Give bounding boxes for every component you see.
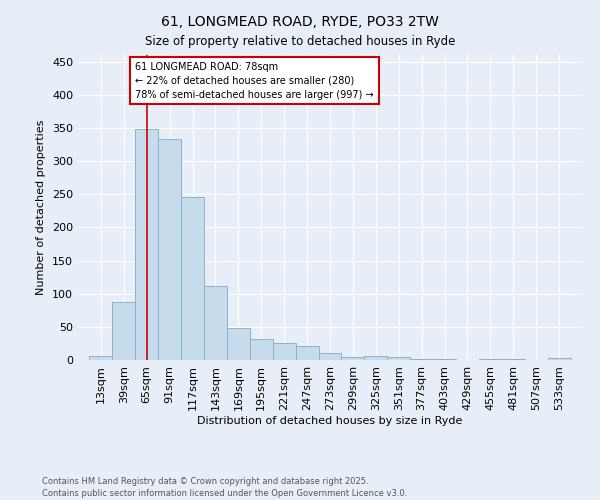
Text: Size of property relative to detached houses in Ryde: Size of property relative to detached ho… [145, 35, 455, 48]
Bar [364, 356, 387, 360]
Text: 61 LONGMEAD ROAD: 78sqm
← 22% of detached houses are smaller (280)
78% of semi-d: 61 LONGMEAD ROAD: 78sqm ← 22% of detache… [135, 62, 374, 100]
Text: Contains HM Land Registry data © Crown copyright and database right 2025.
Contai: Contains HM Land Registry data © Crown c… [42, 476, 407, 498]
Bar [387, 358, 410, 360]
Bar [296, 346, 319, 360]
Bar [548, 358, 571, 360]
Bar [204, 286, 227, 360]
Bar [227, 328, 250, 360]
Y-axis label: Number of detached properties: Number of detached properties [37, 120, 46, 295]
Bar [319, 354, 341, 360]
Bar [135, 128, 158, 360]
Bar [273, 344, 296, 360]
Bar [341, 356, 364, 360]
Bar [250, 339, 273, 360]
X-axis label: Distribution of detached houses by size in Ryde: Distribution of detached houses by size … [197, 416, 463, 426]
Bar [158, 138, 181, 360]
Bar [181, 197, 204, 360]
Bar [89, 356, 112, 360]
Bar [112, 302, 135, 360]
Text: 61, LONGMEAD ROAD, RYDE, PO33 2TW: 61, LONGMEAD ROAD, RYDE, PO33 2TW [161, 15, 439, 29]
Bar [410, 358, 433, 360]
